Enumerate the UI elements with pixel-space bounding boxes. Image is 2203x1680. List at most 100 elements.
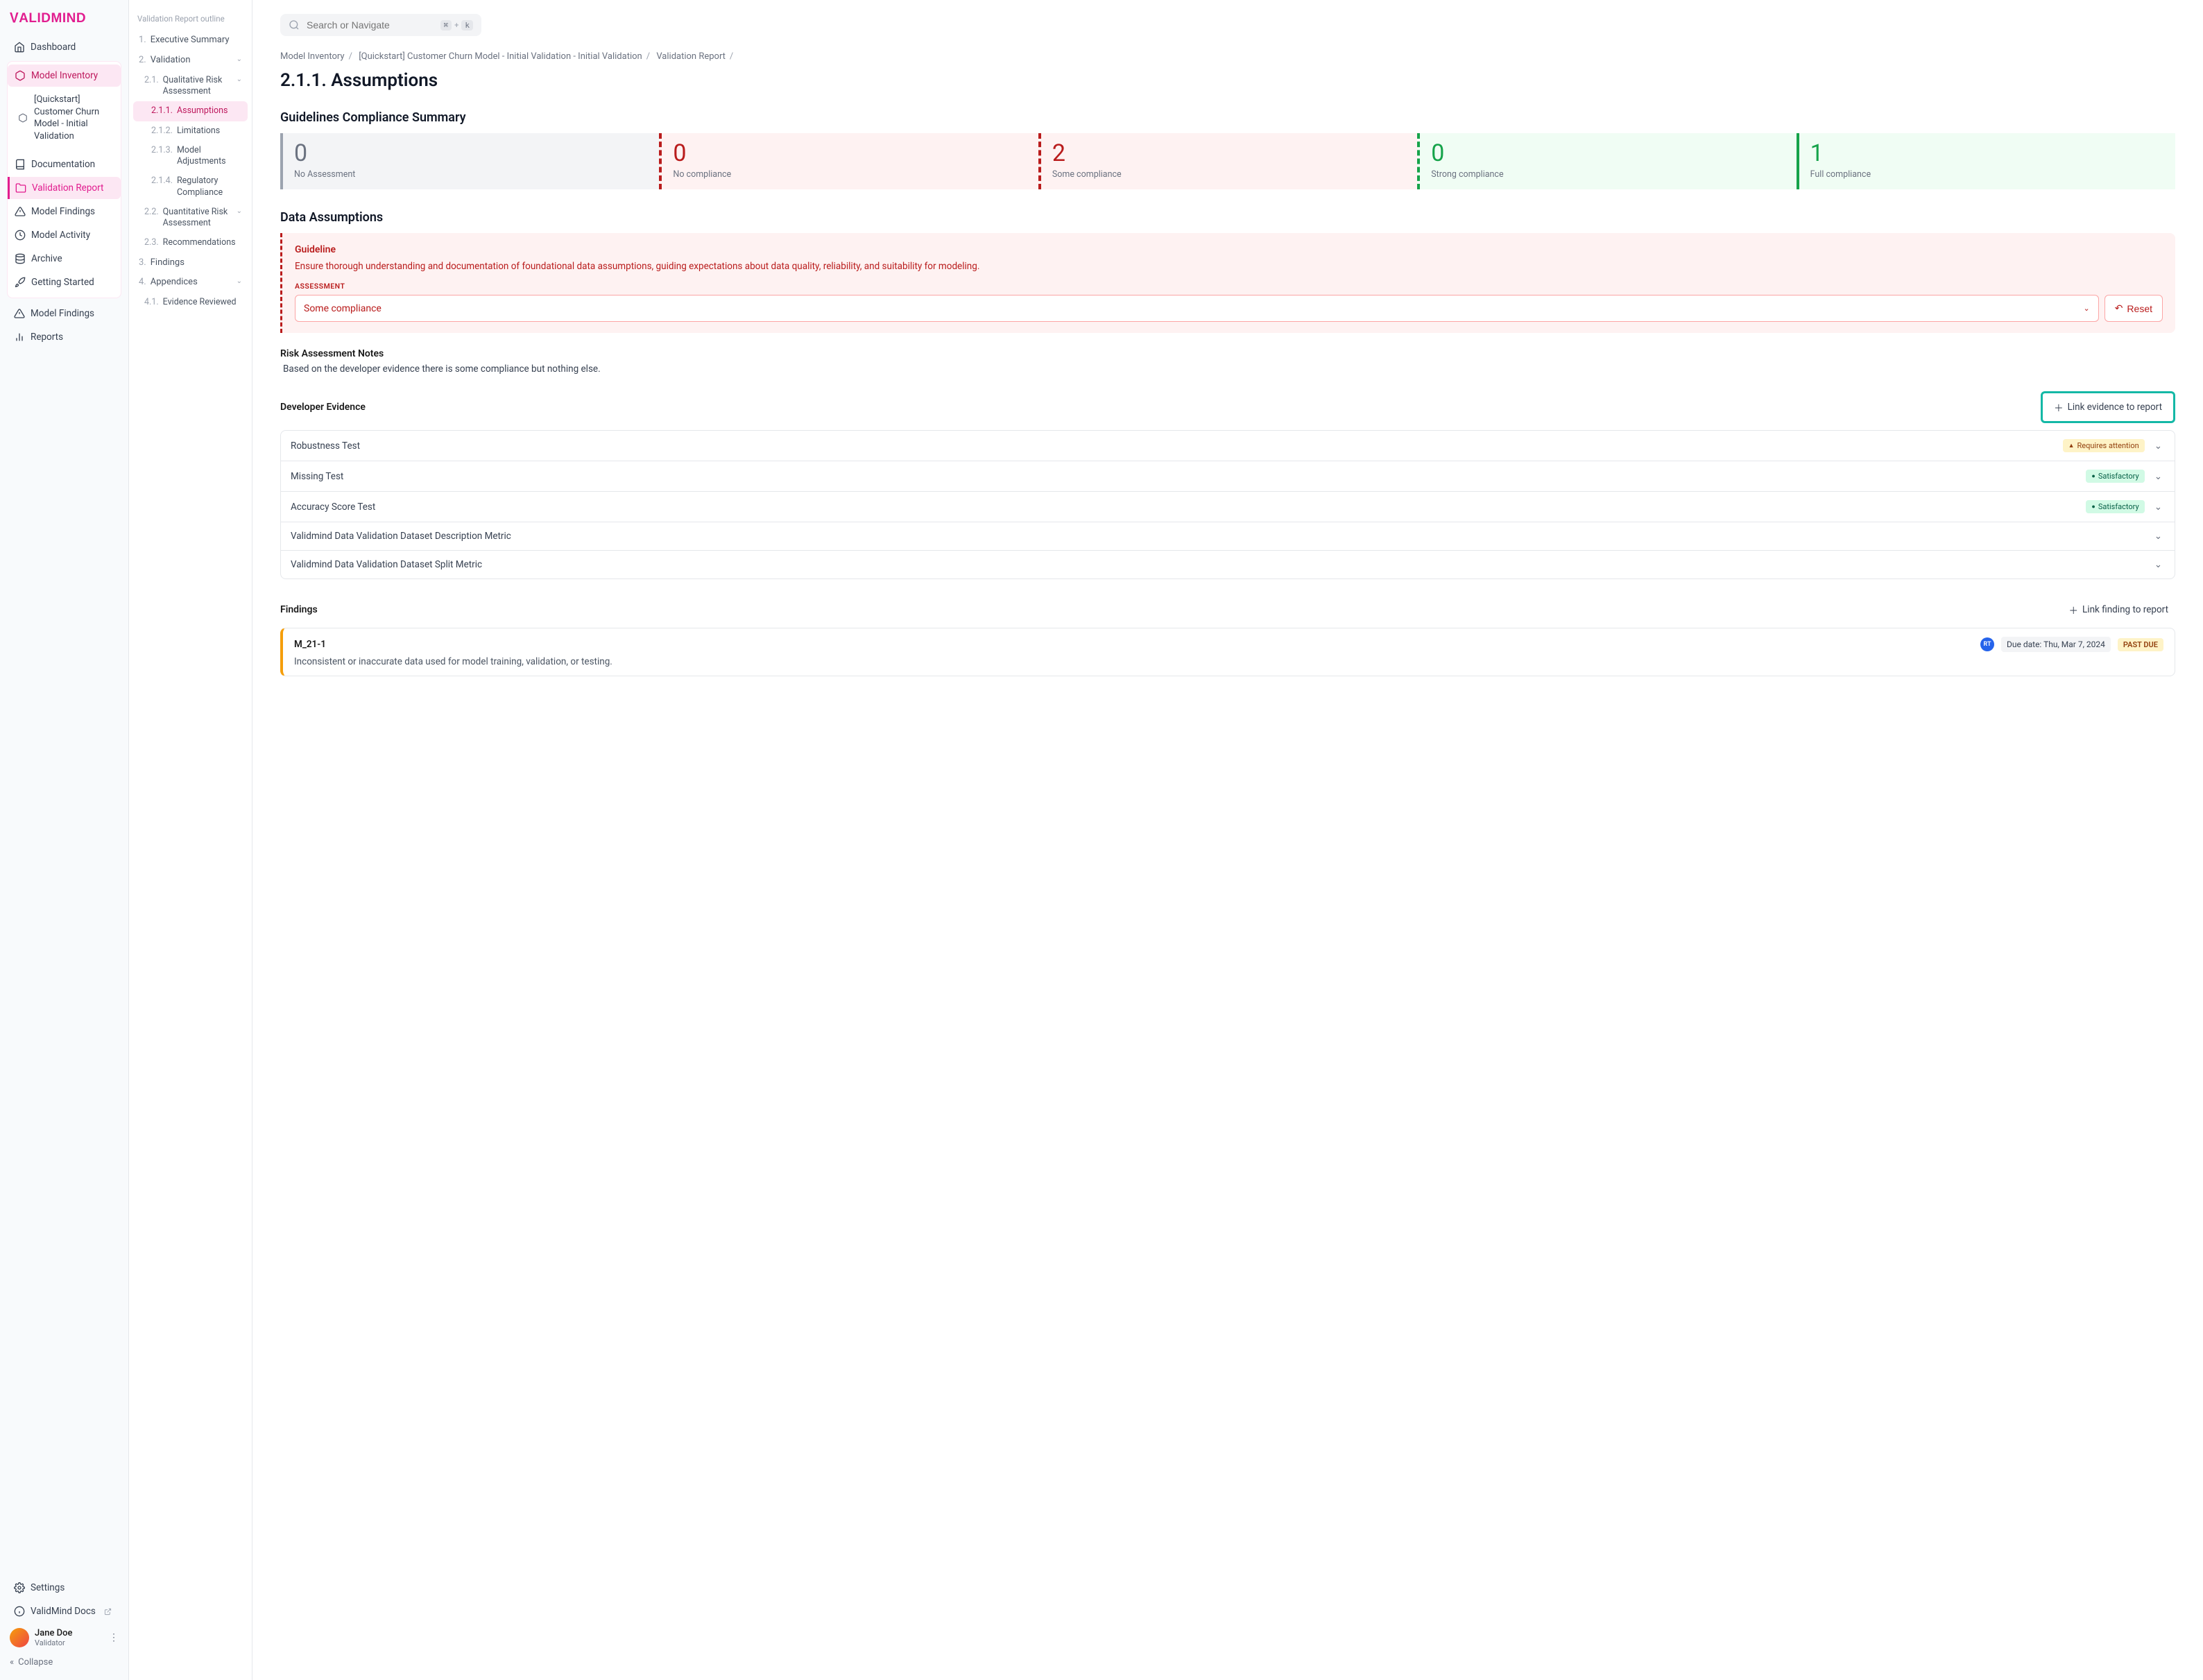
assessment-select[interactable]: Some compliance ⌄ xyxy=(295,295,2099,322)
compliance-count: 1 xyxy=(1810,142,2164,165)
outline-item[interactable]: 2.1.2.Limitations xyxy=(133,121,248,141)
evidence-name: Validmind Data Validation Dataset Split … xyxy=(291,559,2152,570)
outline-num: 2.2. xyxy=(144,207,159,218)
finding-card[interactable]: M_21-1 RT Due date: Thu, Mar 7, 2024 PAS… xyxy=(280,628,2175,676)
outline-item[interactable]: 2.3.Recommendations xyxy=(133,233,248,252)
logo: VVALIDMINDALIDMIND xyxy=(7,11,121,36)
outline-label: Appendices xyxy=(151,277,198,289)
more-icon[interactable]: ⋮ xyxy=(109,1632,119,1643)
crumb-model[interactable]: [Quickstart] Customer Churn Model - Init… xyxy=(359,51,642,62)
outline-item[interactable]: 2.1.Qualitative Risk Assessment⌄ xyxy=(133,71,248,102)
nav-settings-label: Settings xyxy=(31,1582,65,1593)
assessment-label: ASSESSMENT xyxy=(295,282,2163,291)
evidence-name: Missing Test xyxy=(291,471,2086,482)
nav-validation-report[interactable]: Validation Report xyxy=(8,177,121,199)
compliance-card-strong: 0Strong compliance xyxy=(1417,133,1796,189)
evidence-row[interactable]: Robustness Test▲Requires attention⌄ xyxy=(281,431,2175,461)
chevron-down-icon[interactable]: ⌄ xyxy=(2152,440,2165,452)
nav-model-findings[interactable]: Model Findings xyxy=(8,200,121,223)
compliance-label: Strong compliance xyxy=(1431,169,1785,180)
outline-sidebar: Validation Report outline 1.Executive Su… xyxy=(129,0,252,1680)
status-badge: ●Satisfactory xyxy=(2086,500,2144,513)
plus-icon: ＋ xyxy=(2069,603,2079,617)
nav-doc-label: Documentation xyxy=(31,159,95,170)
chevron-down-icon[interactable]: ⌄ xyxy=(2152,531,2165,542)
outline-list: 1.Executive Summary2.Validation⌄2.1.Qual… xyxy=(133,31,248,313)
evidence-row[interactable]: Validmind Data Validation Dataset Split … xyxy=(281,551,2175,578)
breadcrumb: Model Inventory/ [Quickstart] Customer C… xyxy=(280,51,2175,62)
evidence-list: Robustness Test▲Requires attention⌄Missi… xyxy=(280,430,2175,579)
nav-vr-label: Validation Report xyxy=(32,182,103,194)
compliance-label: Full compliance xyxy=(1810,169,2164,180)
outline-num: 3. xyxy=(139,257,146,269)
outline-item[interactable]: 2.1.3.Model Adjustments xyxy=(133,141,248,172)
gear-icon xyxy=(14,1582,25,1593)
nav-current-model[interactable]: [Quickstart] Customer Churn Model - Init… xyxy=(8,88,121,148)
evidence-name: Robustness Test xyxy=(291,440,2063,452)
outline-label: Quantitative Risk Assessment xyxy=(163,207,234,230)
evidence-row[interactable]: Accuracy Score Test●Satisfactory ⌄ xyxy=(281,492,2175,522)
search-bar[interactable]: ⌘ + k xyxy=(280,14,481,36)
chevron-down-icon[interactable]: ⌄ xyxy=(2152,471,2165,482)
crumb-report[interactable]: Validation Report xyxy=(656,51,726,62)
compliance-count: 2 xyxy=(1052,142,1406,165)
compliance-card-some: 2 Some compliance xyxy=(1038,133,1417,189)
chevron-down-icon[interactable]: ⌄ xyxy=(2152,559,2165,570)
link-evidence-label: Link evidence to report xyxy=(2068,402,2162,413)
avatar xyxy=(10,1628,29,1647)
chart-icon xyxy=(14,332,25,343)
nav-docs[interactable]: ValidMind Docs xyxy=(7,1600,121,1622)
evidence-row[interactable]: Missing Test●Satisfactory⌄ xyxy=(281,461,2175,492)
collapse-button[interactable]: « Collapse xyxy=(7,1652,121,1673)
undo-icon: ↶ xyxy=(2115,302,2123,314)
nav-model-label: [Quickstart] Customer Churn Model - Init… xyxy=(34,94,114,142)
user-row[interactable]: Jane Doe Validator ⋮ xyxy=(7,1624,121,1652)
nav-reports[interactable]: Reports xyxy=(7,326,121,348)
info-icon xyxy=(14,1606,25,1617)
external-icon xyxy=(103,1606,114,1617)
findings-heading: Findings xyxy=(280,604,318,615)
badge-icon: ● xyxy=(2091,503,2095,511)
outline-item[interactable]: 2.1.4.Regulatory Compliance xyxy=(133,171,248,203)
home-icon xyxy=(14,42,25,53)
findings-header: Findings ＋ Link finding to report xyxy=(280,599,2175,621)
rocket-icon xyxy=(15,277,26,288)
outline-item[interactable]: 2.2.Quantitative Risk Assessment⌄ xyxy=(133,203,248,234)
evidence-name: Accuracy Score Test xyxy=(291,502,2086,513)
link-evidence-button[interactable]: ＋ Link evidence to report xyxy=(2041,391,2175,423)
user-name: Jane Doe xyxy=(35,1628,103,1638)
plus-icon: ＋ xyxy=(2054,400,2064,414)
link-finding-button[interactable]: ＋ Link finding to report xyxy=(2062,599,2175,621)
nav-docs-label: ValidMind Docs xyxy=(31,1606,96,1617)
compliance-card-full: 1 Full compliance xyxy=(1797,133,2175,189)
compliance-label: Some compliance xyxy=(1052,169,1406,180)
crumb-inventory[interactable]: Model Inventory xyxy=(280,51,345,62)
nav-archive[interactable]: Archive xyxy=(8,248,121,270)
folder-icon xyxy=(15,182,26,194)
outline-item[interactable]: 2.Validation⌄ xyxy=(133,51,248,71)
nav-getting-started[interactable]: Getting Started xyxy=(8,271,121,293)
guideline-label: Guideline xyxy=(295,244,2163,255)
nav-archive-label: Archive xyxy=(31,253,62,264)
nav-documentation[interactable]: Documentation xyxy=(8,153,121,175)
nav-settings[interactable]: Settings xyxy=(7,1577,121,1599)
outline-item[interactable]: 1.Executive Summary xyxy=(133,31,248,51)
search-input[interactable] xyxy=(307,19,434,31)
outline-item[interactable]: 4.Appendices⌄ xyxy=(133,273,248,293)
reset-button[interactable]: ↶ Reset xyxy=(2105,295,2163,322)
outline-item[interactable]: 3. Findings xyxy=(133,253,248,273)
guideline-text: Ensure thorough understanding and docume… xyxy=(295,259,2163,273)
nav-dashboard[interactable]: Dashboard xyxy=(7,36,121,58)
chevron-down-icon[interactable]: ⌄ xyxy=(2152,502,2165,513)
outline-item[interactable]: 4.1.Evidence Reviewed xyxy=(133,293,248,312)
outline-item[interactable]: 2.1.1.Assumptions xyxy=(133,101,248,121)
nav-model-findings-global[interactable]: Model Findings xyxy=(7,302,121,325)
compliance-card-no: 0No compliance xyxy=(659,133,1038,189)
chevron-down-icon: ⌄ xyxy=(237,75,242,84)
outline-label: Findings xyxy=(151,257,185,269)
outline-num: 2.1. xyxy=(144,75,159,86)
evidence-row[interactable]: Validmind Data Validation Dataset Descri… xyxy=(281,522,2175,551)
nav-dashboard-label: Dashboard xyxy=(31,42,76,53)
nav-model-inventory[interactable]: Model Inventory xyxy=(8,65,121,87)
nav-model-activity[interactable]: Model Activity xyxy=(8,224,121,246)
